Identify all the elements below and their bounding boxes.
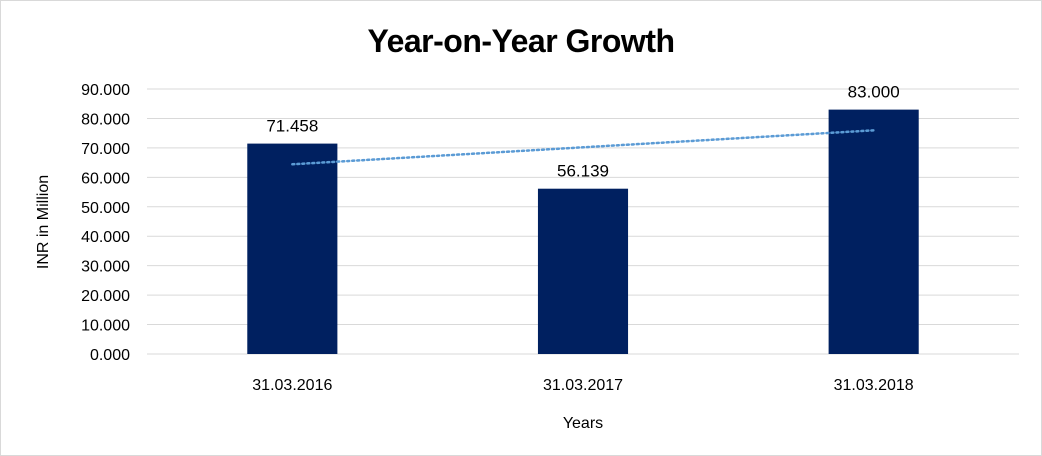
bars	[247, 109, 919, 354]
x-axis-ticks: 31.03.2016 31.03.2017 31.03.2018	[252, 377, 914, 394]
bar	[247, 143, 338, 354]
y-tick-label: 90.000	[81, 82, 130, 99]
x-tick-label: 31.03.2016	[252, 377, 332, 394]
y-tick-label: 80.000	[81, 111, 130, 128]
y-tick-label: 70.000	[81, 141, 130, 158]
data-label: 83.000	[848, 83, 900, 102]
y-tick-label: 0.000	[90, 347, 130, 364]
bar	[828, 109, 919, 354]
data-labels: 71.458 56.139 83.000	[266, 83, 899, 181]
y-tick-label: 40.000	[81, 229, 130, 246]
y-tick-label: 10.000	[81, 318, 130, 335]
y-tick-label: 20.000	[81, 288, 130, 305]
x-tick-label: 31.03.2017	[543, 377, 623, 394]
trendline	[291, 129, 875, 166]
y-tick-label: 50.000	[81, 200, 130, 217]
trendline-layer	[291, 129, 875, 166]
chart-title: Year-on-Year Growth	[367, 23, 675, 59]
x-axis-title: Years	[563, 415, 603, 432]
y-axis-title: INR in Million	[35, 175, 52, 269]
y-tick-label: 60.000	[81, 170, 130, 187]
bar	[537, 188, 629, 354]
y-tick-label: 30.000	[81, 259, 130, 276]
data-label: 71.458	[266, 117, 318, 136]
y-axis-ticks: 0.000 10.000 20.000 30.000 40.000 50.000 60.00…	[81, 82, 130, 364]
data-label: 56.139	[557, 162, 609, 181]
x-tick-label: 31.03.2018	[834, 377, 914, 394]
